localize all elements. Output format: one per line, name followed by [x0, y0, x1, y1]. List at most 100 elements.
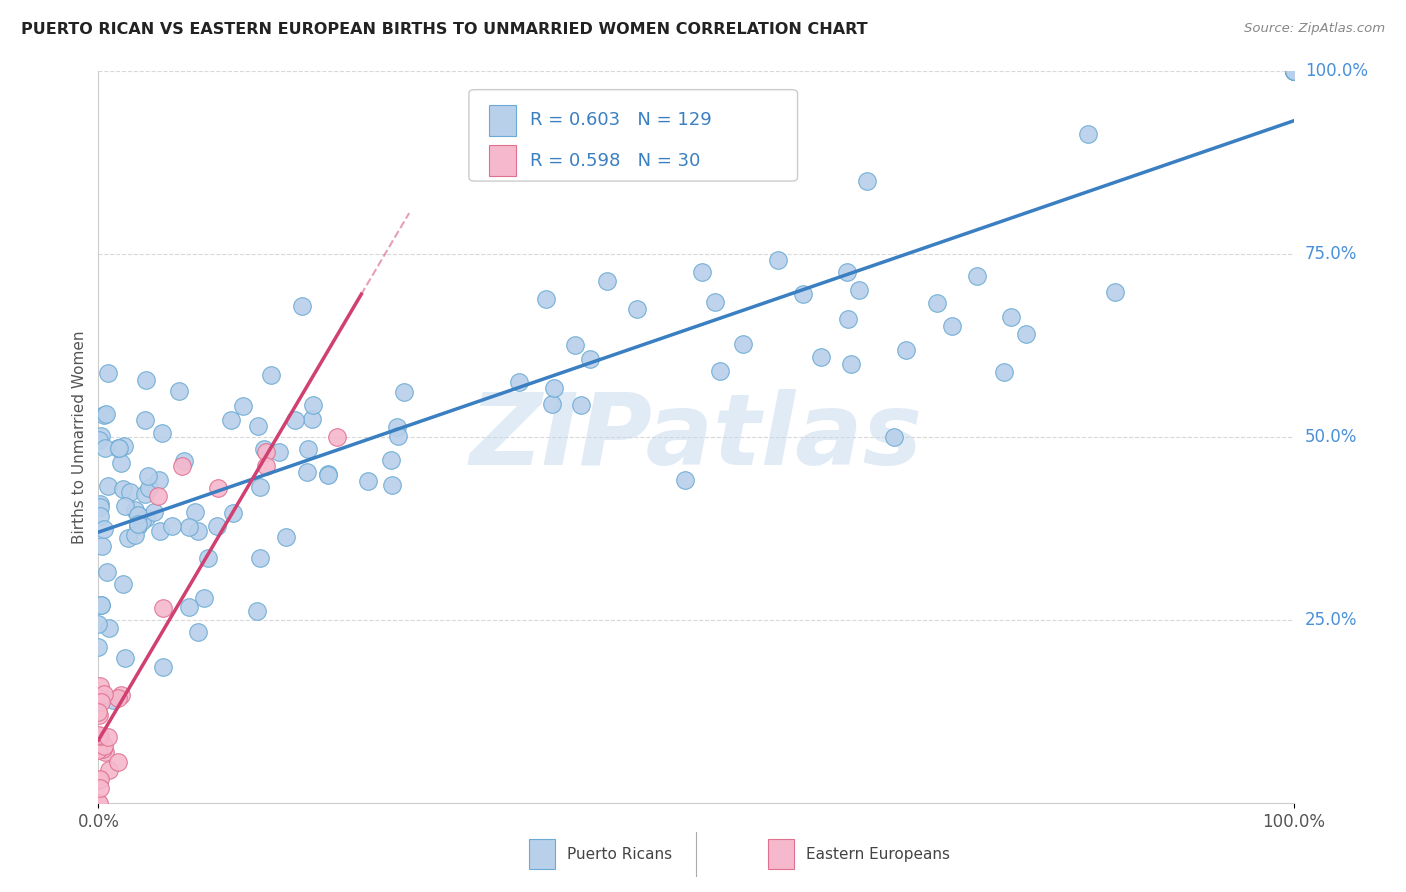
Text: PUERTO RICAN VS EASTERN EUROPEAN BIRTHS TO UNMARRIED WOMEN CORRELATION CHART: PUERTO RICAN VS EASTERN EUROPEAN BIRTHS …: [21, 22, 868, 37]
Point: [98, 621, 121, 635]
Point: [89, 497, 111, 511]
Point: [94, 441, 117, 455]
Point: [925, 296, 948, 310]
Point: [260, 368, 283, 382]
Point: [579, 352, 602, 367]
Point: [207, 481, 229, 495]
Point: [297, 442, 319, 456]
Point: [89, 509, 111, 524]
Y-axis label: Births to Unmarried Women: Births to Unmarried Women: [72, 330, 87, 544]
Point: [380, 452, 402, 467]
Point: [1077, 128, 1099, 142]
Point: [385, 419, 408, 434]
Point: [87, 772, 110, 787]
Point: [90, 598, 112, 612]
Point: [138, 469, 160, 483]
Point: [107, 691, 129, 706]
Point: [150, 426, 173, 441]
Point: [90, 429, 112, 443]
Point: [246, 418, 269, 433]
Point: [302, 398, 325, 412]
Bar: [489, 145, 516, 176]
Point: [1000, 310, 1022, 324]
Point: [709, 364, 731, 378]
Point: [249, 550, 271, 565]
Point: [187, 624, 209, 639]
Point: [855, 174, 877, 188]
Point: [835, 265, 858, 279]
Text: 100.0%: 100.0%: [1305, 62, 1368, 80]
Point: [941, 318, 963, 333]
Point: [127, 516, 149, 531]
Point: [120, 484, 142, 499]
Text: ZIPatlas: ZIPatlas: [470, 389, 922, 485]
Point: [124, 503, 146, 517]
Point: [149, 524, 172, 538]
Point: [733, 337, 755, 351]
Point: [792, 286, 814, 301]
Point: [148, 473, 170, 487]
Text: R = 0.598   N = 30: R = 0.598 N = 30: [530, 152, 700, 169]
Bar: [489, 105, 516, 136]
Point: [704, 295, 727, 310]
Point: [93, 522, 115, 536]
Point: [534, 292, 557, 306]
Point: [107, 441, 129, 455]
Point: [966, 269, 988, 284]
Point: [89, 680, 111, 694]
Point: [1282, 64, 1305, 78]
Point: [177, 519, 200, 533]
Point: [152, 660, 174, 674]
Point: [148, 489, 170, 503]
Point: [295, 465, 318, 479]
Point: [87, 640, 110, 654]
FancyBboxPatch shape: [470, 90, 797, 181]
Point: [93, 739, 115, 753]
Point: [114, 499, 136, 513]
Point: [1282, 64, 1305, 78]
Point: [1015, 327, 1038, 342]
Point: [626, 301, 648, 316]
Point: [93, 409, 115, 423]
Point: [392, 385, 415, 400]
Text: Puerto Ricans: Puerto Ricans: [567, 847, 672, 862]
Point: [87, 796, 110, 810]
Point: [837, 312, 859, 326]
Point: [143, 504, 166, 518]
Point: [254, 444, 277, 458]
Point: [810, 350, 832, 364]
Point: [87, 743, 110, 757]
Point: [124, 528, 146, 542]
Point: [187, 524, 209, 538]
Point: [249, 480, 271, 494]
Point: [135, 511, 157, 525]
Point: [197, 551, 219, 566]
Point: [596, 274, 619, 288]
Point: [101, 693, 124, 707]
Point: [357, 474, 380, 488]
Point: [110, 456, 132, 470]
Point: [508, 375, 530, 389]
Text: 75.0%: 75.0%: [1305, 245, 1357, 263]
Point: [205, 519, 228, 533]
Point: [87, 691, 110, 706]
Point: [97, 479, 120, 493]
Point: [222, 506, 245, 520]
Text: R = 0.603   N = 129: R = 0.603 N = 129: [530, 112, 711, 129]
Point: [135, 373, 157, 387]
Bar: [529, 839, 555, 869]
Point: [172, 459, 194, 474]
Point: [177, 600, 200, 615]
Point: [98, 763, 121, 777]
Point: [993, 366, 1015, 380]
Point: [89, 796, 111, 810]
Point: [91, 741, 114, 756]
Point: [96, 566, 118, 580]
Point: [127, 519, 149, 533]
Point: [254, 459, 277, 474]
Point: [134, 487, 156, 501]
Point: [107, 755, 129, 769]
Point: [269, 445, 291, 459]
Point: [87, 707, 110, 722]
Point: [1282, 64, 1305, 78]
